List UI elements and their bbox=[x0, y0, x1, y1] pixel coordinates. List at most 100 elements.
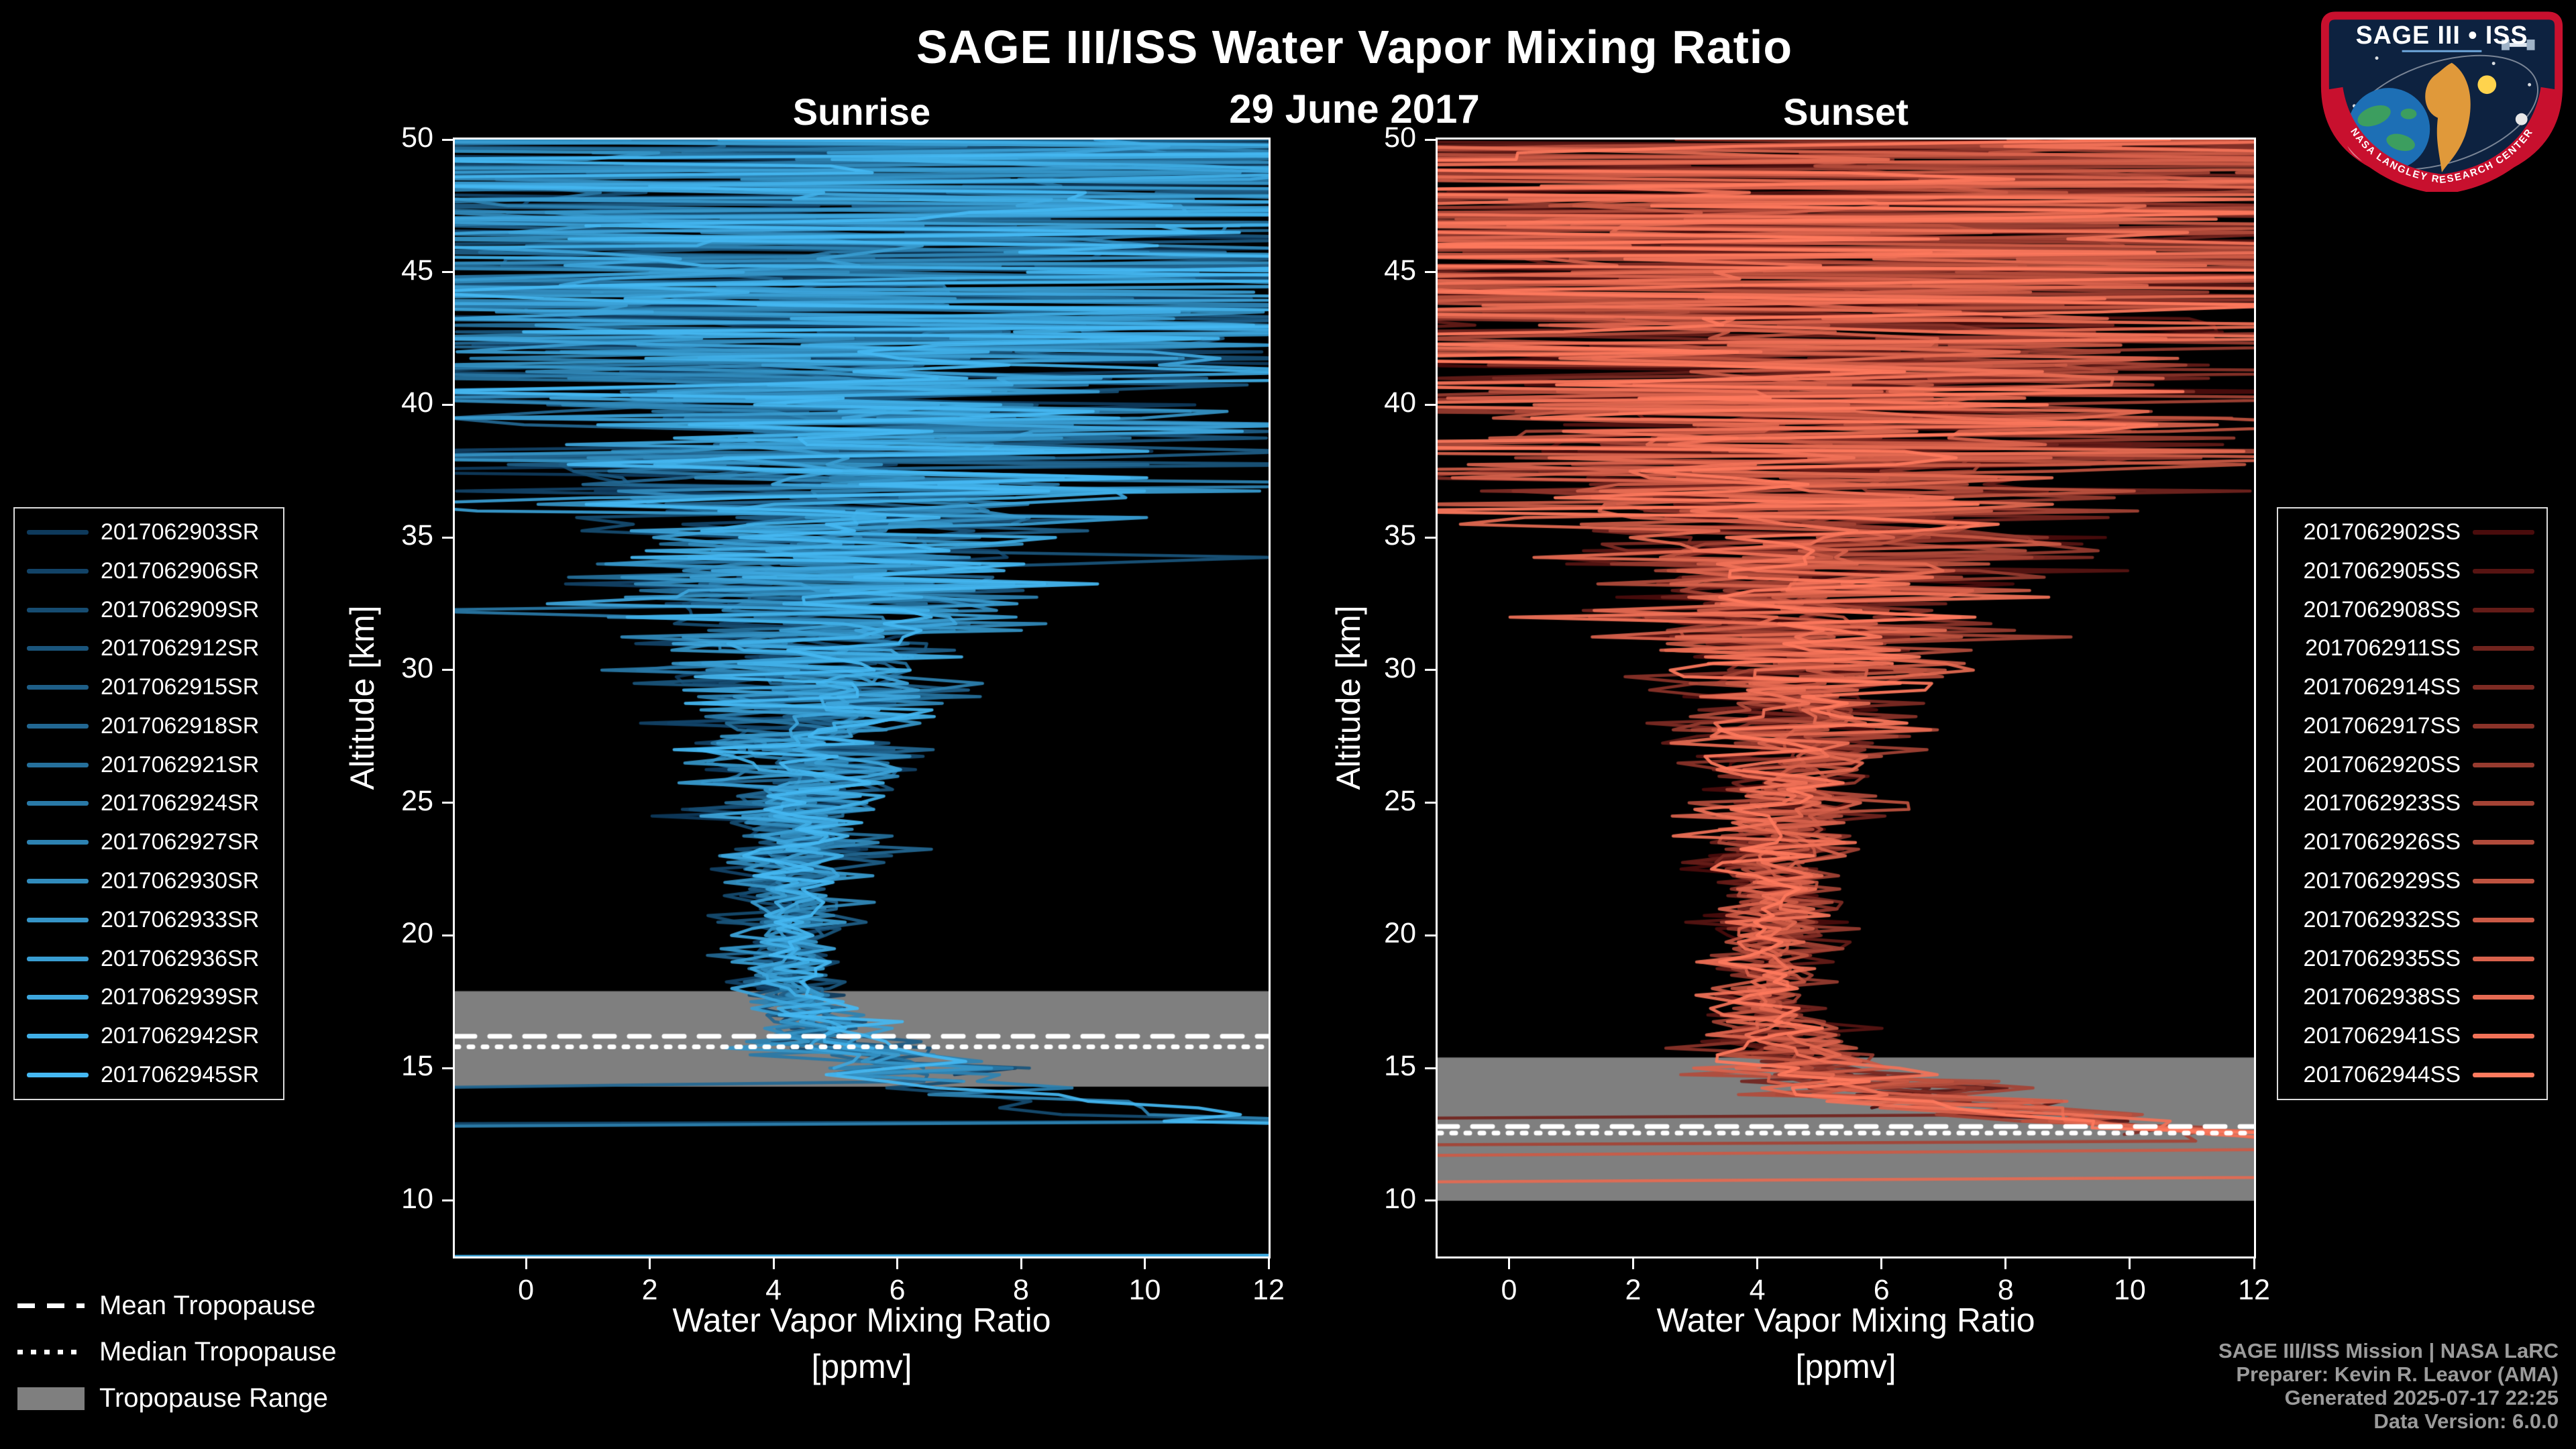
legend-item: 2017062944SS bbox=[2290, 1062, 2534, 1088]
y-tick-label: 45 bbox=[1384, 254, 1416, 286]
legend-item-label: 2017062911SS bbox=[2305, 635, 2461, 661]
legend-line-swatch bbox=[27, 801, 89, 806]
earth-landmass bbox=[2400, 108, 2417, 119]
y-tick-label: 35 bbox=[1384, 519, 1416, 552]
legend-item: 2017062936SR bbox=[27, 946, 271, 972]
y-tick-label: 15 bbox=[401, 1050, 433, 1083]
y-tick-mark bbox=[1425, 536, 1436, 539]
earth-landmass bbox=[2386, 133, 2415, 152]
x-tick-label: 12 bbox=[1252, 1274, 1285, 1306]
credits: SAGE III/ISS Mission | NASA LaRC Preparer… bbox=[2218, 1339, 2559, 1433]
x-tick-mark bbox=[2253, 1258, 2255, 1269]
y-tick-mark bbox=[442, 669, 453, 672]
sunset-profiles-canvas bbox=[1438, 140, 2254, 1256]
x-tick-mark bbox=[1144, 1258, 1146, 1269]
y-tick-mark bbox=[1425, 934, 1436, 936]
date-title: 29 June 2017 bbox=[1229, 87, 1480, 131]
star-icon bbox=[2375, 56, 2379, 60]
y-tick-label: 25 bbox=[1384, 784, 1416, 817]
sun-icon bbox=[2477, 75, 2497, 95]
legend-item-label: 2017062927SR bbox=[101, 829, 260, 855]
legend-item-label: 2017062903SR bbox=[101, 519, 260, 545]
legend-line-swatch bbox=[2473, 917, 2534, 922]
legend-line-swatch bbox=[2473, 685, 2534, 690]
legend-item: 2017062915SR bbox=[27, 674, 271, 700]
legend-item: 2017062906SR bbox=[27, 558, 271, 584]
iss-icon bbox=[2502, 39, 2535, 50]
sunrise-plot-area bbox=[453, 138, 1271, 1258]
sage-iss-logo: NASA LANGLEY RESEARCH CENTER SAGE III • … bbox=[2320, 11, 2563, 192]
y-tick-mark bbox=[442, 403, 453, 406]
legend-item: 2017062923SS bbox=[2290, 790, 2534, 816]
sunrise-legend: 2017062903SR 2017062906SR 2017062909SR 2017… bbox=[13, 507, 284, 1100]
y-tick-mark bbox=[442, 138, 453, 141]
legend-line-swatch bbox=[2473, 762, 2534, 767]
y-tick-mark bbox=[1425, 403, 1436, 406]
y-tick-label: 40 bbox=[1384, 386, 1416, 419]
legend-item: 2017062935SS bbox=[2290, 946, 2534, 972]
y-tick-mark bbox=[1425, 138, 1436, 141]
legend-item: 2017062930SR bbox=[27, 868, 271, 894]
credits-line: Preparer: Kevin R. Leavor (AMA) bbox=[2236, 1362, 2559, 1386]
legend-line-swatch bbox=[2473, 1072, 2534, 1077]
star-icon bbox=[2491, 62, 2496, 66]
sunset-legend: 2017062902SS 2017062905SS 2017062908SS 2017… bbox=[2277, 507, 2548, 1100]
sunrise-x-axis-label-line1: Water Vapor Mixing Ratio bbox=[672, 1301, 1051, 1339]
x-tick-mark bbox=[896, 1258, 899, 1269]
x-tick-label: 4 bbox=[765, 1274, 782, 1306]
legend-line-swatch bbox=[27, 956, 89, 961]
credits-line: Data Version: 6.0.0 bbox=[2373, 1409, 2559, 1433]
credits-line: SAGE III/ISS Mission | NASA LaRC bbox=[2218, 1339, 2559, 1362]
legend-item: 2017062933SR bbox=[27, 907, 271, 933]
x-tick-label: 0 bbox=[518, 1274, 535, 1306]
y-tick-mark bbox=[442, 1199, 453, 1202]
legend-line-swatch bbox=[2473, 723, 2534, 729]
legend-line-swatch bbox=[27, 762, 89, 767]
star-icon bbox=[2528, 83, 2532, 87]
legend-item-label: 2017062930SR bbox=[101, 868, 260, 894]
legend-item: 2017062912SR bbox=[27, 635, 271, 661]
y-tick-label: 30 bbox=[1384, 651, 1416, 684]
tropopause-legend: Mean Tropopause Median Tropopause Tropopau… bbox=[17, 1291, 337, 1413]
legend-item: 2017062914SS bbox=[2290, 674, 2534, 700]
y-tick-mark bbox=[1425, 1199, 1436, 1202]
legend-item: 2017062942SR bbox=[27, 1023, 271, 1049]
legend-item: 2017062927SR bbox=[27, 829, 271, 855]
x-tick-mark bbox=[1020, 1258, 1022, 1269]
legend-item-label: 2017062926SS bbox=[2303, 829, 2461, 855]
x-tick-label: 6 bbox=[1873, 1274, 1890, 1306]
earth-landmass bbox=[2357, 105, 2391, 127]
y-tick-label: 10 bbox=[401, 1182, 433, 1215]
logo-ring-band bbox=[2323, 87, 2561, 192]
y-tick-mark bbox=[442, 802, 453, 804]
legend-item-label: 2017062921SR bbox=[101, 751, 260, 777]
sunrise-panel-title: Sunrise bbox=[792, 91, 931, 133]
x-tick-mark bbox=[1880, 1258, 1883, 1269]
x-tick-label: 6 bbox=[889, 1274, 906, 1306]
legend-item-label: 2017062936SR bbox=[101, 945, 260, 971]
y-tick-mark bbox=[442, 1067, 453, 1069]
y-tick-mark bbox=[1425, 271, 1436, 274]
sunset-x-axis-label-line1: Water Vapor Mixing Ratio bbox=[1656, 1301, 2035, 1339]
x-tick-label: 2 bbox=[1625, 1274, 1642, 1306]
legend-line-swatch bbox=[2473, 607, 2534, 612]
legend-item-label: 2017062941SS bbox=[2303, 1023, 2461, 1049]
legend-item: 2017062929SS bbox=[2290, 868, 2534, 894]
y-tick-mark bbox=[1425, 1067, 1436, 1069]
legend-item-label: 2017062933SR bbox=[101, 906, 260, 932]
legend-item-label: 2017062942SR bbox=[101, 1023, 260, 1049]
y-tick-mark bbox=[1425, 802, 1436, 804]
y-tick-mark bbox=[442, 271, 453, 274]
legend-line-swatch bbox=[2473, 801, 2534, 806]
legend-line-swatch bbox=[2473, 568, 2534, 574]
legend-line-swatch bbox=[2473, 956, 2534, 961]
legend-item: 2017062909SR bbox=[27, 597, 271, 623]
moon-icon bbox=[2515, 113, 2528, 125]
dotted-line-swatch bbox=[17, 1350, 85, 1354]
legend-item: 2017062902SS bbox=[2290, 519, 2534, 545]
legend-item-label: 2017062935SS bbox=[2303, 945, 2461, 971]
y-tick-label: 20 bbox=[401, 917, 433, 950]
legend-item-label: 2017062905SS bbox=[2303, 557, 2461, 584]
legend-item: 2017062945SR bbox=[27, 1062, 271, 1088]
x-tick-label: 8 bbox=[1013, 1274, 1029, 1306]
